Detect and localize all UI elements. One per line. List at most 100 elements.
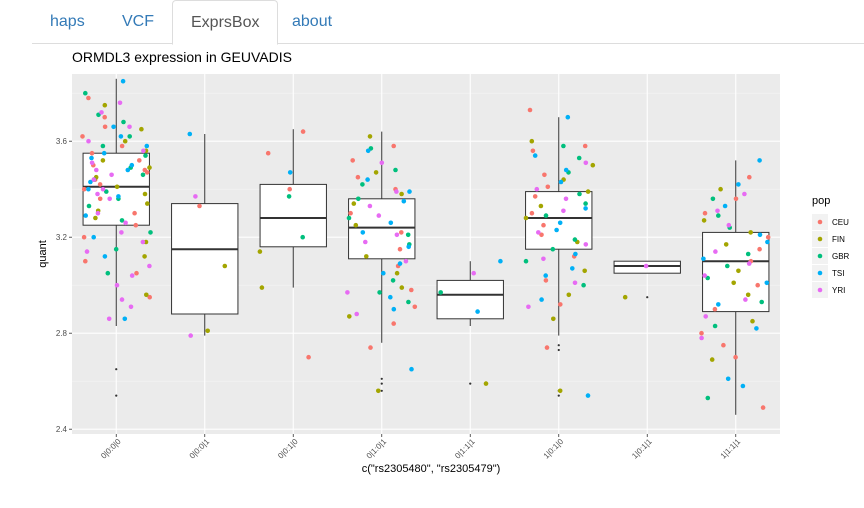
- box-iqr: [348, 198, 416, 260]
- data-point: [300, 234, 306, 240]
- data-point: [89, 155, 94, 161]
- data-point: [81, 186, 87, 192]
- data-point: [367, 203, 373, 209]
- tab-vcf[interactable]: VCF: [122, 13, 154, 30]
- data-point: [83, 258, 88, 264]
- data-point: [542, 172, 547, 178]
- tab-exprsbox[interactable]: ExprsBox: [172, 0, 279, 45]
- tab-about[interactable]: about: [292, 13, 333, 30]
- data-point: [582, 143, 588, 149]
- data-point: [119, 218, 125, 223]
- data-point: [99, 110, 104, 115]
- data-point: [399, 285, 405, 290]
- data-point: [747, 174, 752, 180]
- box-outlier: [380, 389, 383, 392]
- data-point: [193, 194, 198, 199]
- data-point: [716, 213, 721, 218]
- data-point: [471, 270, 477, 276]
- data-point: [377, 290, 382, 295]
- data-point: [725, 376, 731, 382]
- data-point: [119, 230, 124, 235]
- data-point: [388, 220, 394, 226]
- data-point: [113, 246, 119, 252]
- data-point: [394, 232, 400, 238]
- data-point: [144, 143, 150, 149]
- box-iqr: [259, 183, 327, 248]
- box-iqr: [702, 231, 770, 313]
- data-point: [205, 328, 210, 334]
- data-point: [100, 158, 106, 163]
- data-point: [581, 282, 586, 288]
- data-point: [760, 405, 766, 410]
- data-point: [89, 150, 95, 156]
- data-point: [561, 143, 566, 149]
- data-point: [122, 138, 128, 144]
- box-iqr: [171, 203, 239, 315]
- data-point: [544, 345, 550, 350]
- data-point: [111, 124, 116, 130]
- data-point: [572, 280, 578, 286]
- data-point: [716, 302, 721, 307]
- data-point: [356, 196, 361, 202]
- data-point: [97, 182, 103, 187]
- data-point: [725, 263, 730, 269]
- data-point: [118, 134, 124, 139]
- data-point: [401, 198, 407, 204]
- data-point: [709, 357, 715, 362]
- data-point: [742, 191, 747, 197]
- x-tick-label: 1|1:1|1: [719, 437, 743, 461]
- data-point: [102, 254, 108, 259]
- data-point: [388, 294, 393, 300]
- data-point: [406, 299, 411, 305]
- data-point: [726, 222, 732, 228]
- y-tick-label: 3.6: [56, 137, 68, 146]
- data-point: [475, 309, 480, 314]
- data-point: [197, 203, 202, 209]
- data-point: [710, 196, 716, 202]
- data-point: [532, 194, 538, 199]
- data-point: [699, 335, 704, 341]
- data-point: [406, 244, 412, 250]
- data-point: [95, 191, 100, 197]
- legend-label: FIN: [832, 235, 845, 244]
- data-point: [523, 258, 529, 264]
- data-point: [530, 148, 536, 154]
- data-point: [409, 366, 414, 372]
- data-point: [701, 218, 707, 223]
- data-point: [123, 220, 128, 226]
- jitter-points: [80, 78, 771, 410]
- data-point: [565, 114, 571, 120]
- data-point: [403, 258, 409, 264]
- data-point: [397, 261, 403, 266]
- box-outlier: [646, 296, 649, 299]
- data-point: [97, 196, 103, 202]
- data-point: [541, 256, 546, 262]
- tab-haps[interactable]: haps: [50, 13, 85, 30]
- data-point: [125, 167, 131, 173]
- data-point: [84, 249, 90, 254]
- data-point: [117, 100, 123, 106]
- data-point: [116, 194, 121, 199]
- x-axis: 0|0:0|0 0|0:0|1 0|0:1|0 0|1:0|1 0|1:1|1 1|0:1…: [99, 434, 743, 461]
- data-point: [363, 239, 368, 245]
- data-point: [347, 314, 352, 319]
- data-point: [585, 393, 591, 398]
- data-point: [222, 263, 228, 269]
- data-point: [757, 246, 762, 252]
- data-point: [351, 201, 357, 206]
- data-point: [532, 153, 538, 158]
- data-point: [554, 227, 559, 233]
- data-point: [745, 292, 751, 298]
- data-point: [541, 222, 546, 228]
- data-point: [722, 203, 728, 209]
- data-point: [590, 162, 596, 168]
- data-point: [353, 222, 359, 228]
- data-point: [120, 78, 126, 84]
- data-point: [705, 395, 711, 401]
- data-point: [86, 186, 91, 192]
- data-point: [300, 129, 306, 134]
- data-point: [105, 270, 111, 276]
- data-point: [563, 196, 569, 202]
- data-point: [733, 196, 739, 202]
- data-point: [147, 263, 152, 269]
